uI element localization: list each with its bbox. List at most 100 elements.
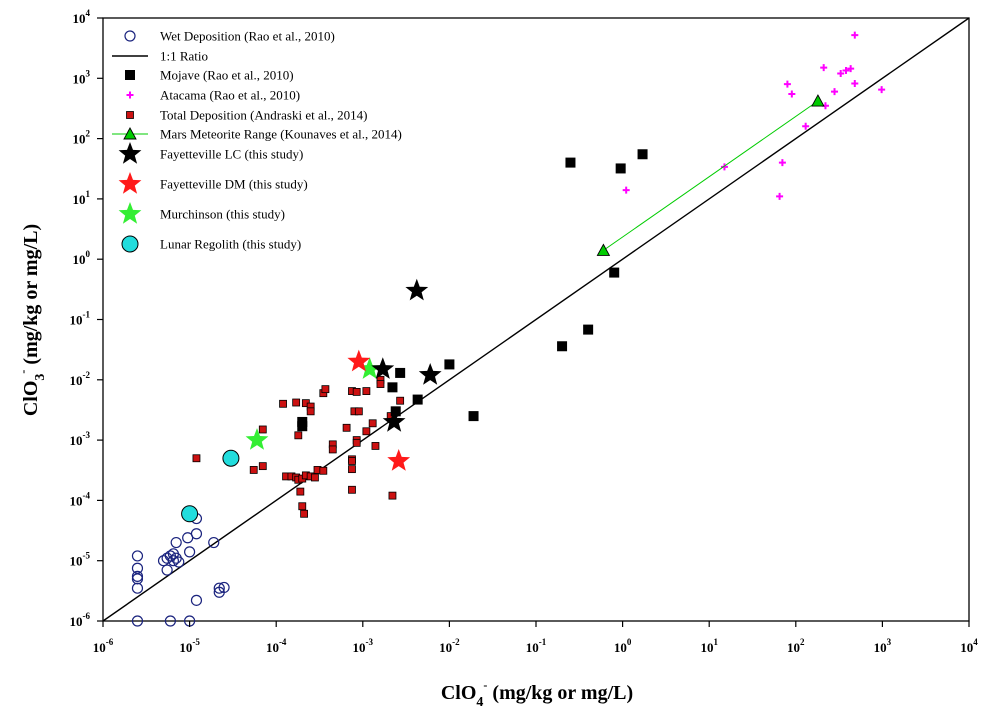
y-tick-label: 10-3 <box>70 430 91 448</box>
wet-deposition-point <box>173 556 185 568</box>
lunar-regolith-point <box>222 449 240 467</box>
legend-item-mojave: Mojave (Rao et al., 2010) <box>125 68 294 83</box>
atacama-point <box>851 79 859 87</box>
wet-deposition-point <box>131 550 144 562</box>
x-tick-label: 10-5 <box>179 637 200 655</box>
total-deposition-point <box>368 419 377 428</box>
y-tick-label: 10-1 <box>70 310 91 328</box>
x-tick-label: 102 <box>787 637 805 655</box>
wet-deposition-point <box>190 594 203 606</box>
total-deposition-point <box>376 380 385 388</box>
total-deposition-point <box>396 396 405 405</box>
legend-label: Mars Meteorite Range (Kounaves et al., 2… <box>160 127 402 142</box>
atacama-point <box>126 91 134 99</box>
wet-deposition-point <box>167 555 179 567</box>
atacama-point <box>778 159 786 167</box>
fayetteville-lc-point <box>118 142 142 164</box>
atacama-point <box>776 192 784 200</box>
wet-deposition-point <box>157 555 170 567</box>
total-deposition-point <box>258 425 267 434</box>
legend-label: Wet Deposition (Rao et al., 2010) <box>160 29 335 44</box>
wet-deposition-point <box>170 536 182 549</box>
x-tick-label: 10-1 <box>526 637 547 655</box>
atacama-point <box>837 70 845 78</box>
total-deposition-point <box>362 387 371 395</box>
atacama-point <box>788 90 796 98</box>
mars-meteorite-range-line <box>603 100 819 251</box>
legend-item-ratio: 1:1 Ratio <box>112 49 208 64</box>
mojave-point <box>468 411 479 422</box>
mojave-point <box>125 70 135 80</box>
wet-deposition-point <box>213 582 225 594</box>
mars-meteorite-point <box>811 94 825 107</box>
plot-area <box>102 17 970 627</box>
murchinson-point <box>245 428 269 450</box>
wet-deposition-point <box>131 582 144 594</box>
mojave-point <box>444 359 455 370</box>
total-deposition-point <box>352 387 361 396</box>
total-deposition-point <box>292 398 301 407</box>
fayetteville-lc-point <box>418 363 442 385</box>
atacama-point <box>831 88 839 96</box>
y-tick-label: 10-4 <box>70 490 91 508</box>
total-deposition-point <box>348 465 356 474</box>
atacama-point <box>622 186 630 194</box>
total-deposition-point <box>342 423 351 432</box>
y-axis-title: ClO3- (mg/kg or mg/L) <box>16 224 48 416</box>
y-tick-label: 101 <box>73 189 91 207</box>
y-tick-label: 103 <box>73 68 91 86</box>
mojave-point <box>615 163 626 174</box>
x-tick-label: 101 <box>700 637 718 655</box>
legend-label: Total Deposition (Andraski et al., 2014) <box>160 108 367 123</box>
y-tick-label: 10-5 <box>70 551 91 569</box>
total-deposition-point <box>279 399 287 408</box>
total-deposition-point <box>192 454 201 463</box>
total-deposition-point <box>249 466 258 474</box>
x-tick-label: 10-6 <box>93 637 114 655</box>
legend-item-lunar: Lunar Regolith (this study) <box>121 235 301 253</box>
atacama-point <box>820 64 828 72</box>
legend-item-murch: Murchinson (this study) <box>118 202 285 224</box>
atacama-point <box>783 80 791 88</box>
atacama-point <box>878 86 886 94</box>
mars-meteorite-point <box>596 243 611 256</box>
legend: Wet Deposition (Rao et al., 2010) 1:1 Rat… <box>112 29 402 253</box>
atacama-point <box>720 163 728 171</box>
murchinson-point <box>358 357 382 379</box>
mojave-point <box>637 149 648 160</box>
wet-deposition-point <box>131 562 144 574</box>
total-deposition-point <box>298 502 307 511</box>
total-deposition-point <box>321 385 330 394</box>
y-tick-label: 100 <box>73 249 91 267</box>
wet-deposition-point <box>131 615 144 627</box>
legend-item-total: Total Deposition (Andraski et al., 2014) <box>126 108 367 123</box>
y-tick-label: 10-2 <box>70 370 91 388</box>
wet-deposition-point <box>124 30 136 42</box>
total-deposition-point <box>348 457 356 465</box>
total-deposition-point <box>352 438 361 447</box>
murchinson-point <box>118 202 142 224</box>
x-tick-label: 10-3 <box>353 637 374 655</box>
mojave-point <box>565 157 576 168</box>
mojave-point <box>387 382 398 393</box>
total-deposition-point <box>362 427 371 436</box>
total-deposition-point <box>319 466 328 475</box>
atacama-point <box>851 31 859 39</box>
total-deposition-point <box>294 431 303 440</box>
y-tick-label: 10-6 <box>70 611 91 629</box>
fayetteville-lc-point <box>371 357 395 379</box>
total-deposition-point <box>328 445 337 454</box>
legend-label: Atacama (Rao et al., 2010) <box>160 88 300 103</box>
mojave-point <box>390 406 401 417</box>
total-deposition-point <box>300 509 309 518</box>
x-axis-title: ClO4- (mg/kg or mg/L) <box>441 678 633 710</box>
mojave-point <box>609 267 620 278</box>
mojave-point <box>412 394 423 405</box>
x-tick-label: 103 <box>874 637 892 655</box>
mojave-point <box>297 421 308 432</box>
wet-deposition-point <box>164 615 176 627</box>
mars-meteorite-point <box>123 127 137 140</box>
x-tick-label: 10-2 <box>439 637 460 655</box>
one-to-one-line <box>102 17 970 622</box>
